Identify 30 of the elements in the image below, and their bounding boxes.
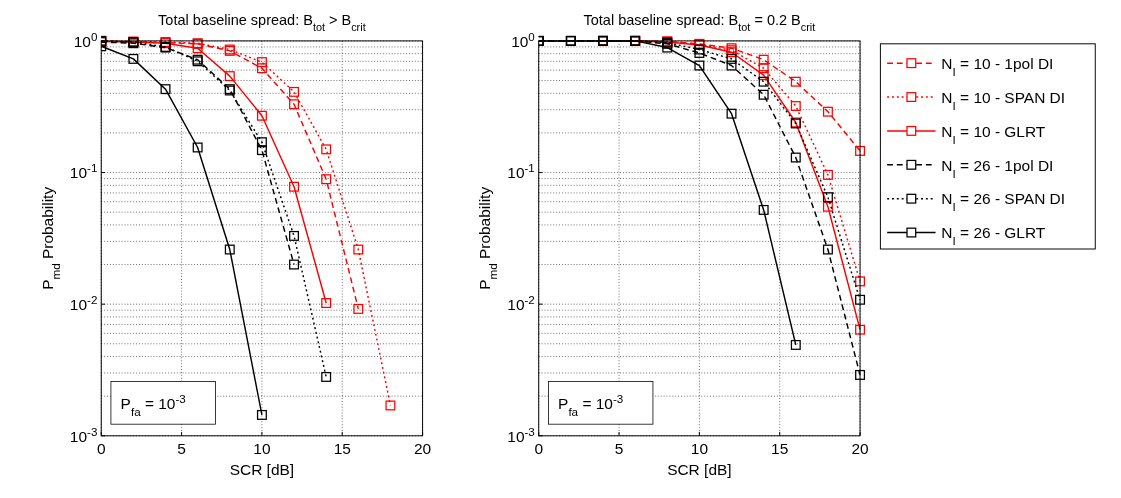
x-tick-label: 15 xyxy=(771,440,789,458)
x-tick-label: 20 xyxy=(851,440,869,458)
x-axis-title: SCR [dB] xyxy=(229,460,295,478)
legend-label: N$_{I}$ = 26 - SPAN DI xyxy=(941,190,1066,213)
y-tick-label: 10$^{-2}$ xyxy=(69,292,98,313)
x-tick-label: 10 xyxy=(253,440,271,458)
legend-label: N$_{I}$ = 10 - 1pol DI xyxy=(941,54,1054,78)
x-tick-label: 20 xyxy=(413,440,432,458)
annotation: P$_{fa}$ = 10$^{-3}$ xyxy=(120,391,186,418)
chart-title: Total baseline spread: B$_{tot}$ = 0.2 B$_{crit}$ xyxy=(583,12,816,34)
legend-label: N$_{I}$ = 26 - 1pol DI xyxy=(941,156,1054,180)
annotation: P$_{fa}$ = 10$^{-3}$ xyxy=(558,391,624,418)
y-tick-label: 10$^{0}$ xyxy=(73,29,98,50)
y-tick-label: 10$^{-3}$ xyxy=(507,424,535,445)
x-tick-label: 15 xyxy=(333,440,351,458)
y-tick-label: 10$^{-1}$ xyxy=(69,160,98,182)
x-tick-label: 0 xyxy=(534,440,544,458)
y-tick-label: 10$^{0}$ xyxy=(511,29,535,50)
x-tick-label: 10 xyxy=(690,440,708,458)
legend-label: N$_{I}$ = 10 - GLRT xyxy=(941,122,1046,146)
y-tick-label: 10$^{-2}$ xyxy=(507,292,535,313)
y-tick-label: 10$^{-3}$ xyxy=(69,424,98,445)
x-tick-label: 5 xyxy=(614,440,624,458)
x-tick-label: 5 xyxy=(177,440,186,458)
legend-label: N$_{I}$ = 10 - SPAN DI xyxy=(941,88,1066,112)
x-axis-title: SCR [dB] xyxy=(667,460,732,478)
chart-title: Total baseline spread: B$_{tot}$ > B$_{crit}$ xyxy=(158,12,366,34)
legend-label: N$_{I}$ = 26 - GLRT xyxy=(941,224,1046,247)
x-tick-label: 0 xyxy=(96,440,106,458)
y-tick-label: 10$^{-1}$ xyxy=(507,160,535,182)
